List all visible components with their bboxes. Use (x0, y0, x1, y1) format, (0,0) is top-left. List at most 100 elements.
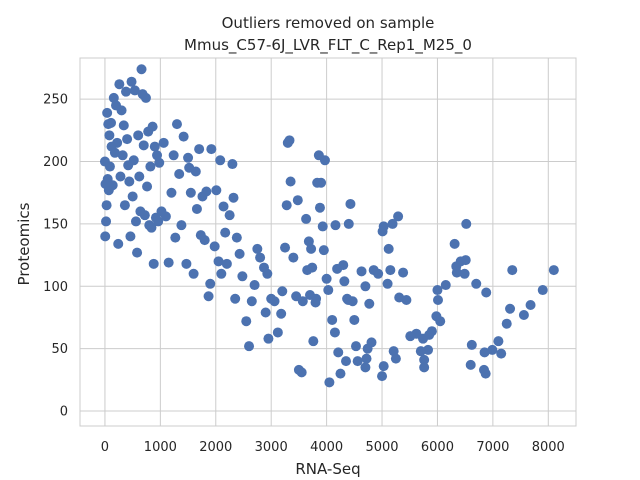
scatter-point (323, 285, 334, 296)
scatter-point (377, 371, 388, 382)
scatter-point (318, 245, 329, 256)
scatter-point (197, 191, 208, 202)
scatter-point (170, 232, 181, 243)
scatter-point (332, 263, 343, 274)
scatter-point (158, 137, 169, 148)
scatter-point (120, 86, 131, 97)
scatter-point (252, 243, 263, 254)
scatter-point (122, 134, 133, 145)
scatter-point (335, 368, 346, 379)
x-tick-labels: 0 1000 2000 3000 4000 5000 6000 7000 8000 (101, 440, 565, 455)
scatter-point (419, 362, 430, 373)
scatter-point (329, 327, 340, 338)
scatter-point (518, 309, 529, 320)
scatter-point (102, 107, 113, 118)
scatter-point (184, 162, 195, 173)
scatter-point (218, 201, 229, 212)
scatter-point (291, 291, 302, 302)
y-tick-label: 250 (43, 93, 68, 108)
chart-title-line-2: Mmus_C57-6J_LVR_FLT_C_Rep1_M25_0 (184, 36, 472, 55)
scatter-point (103, 119, 114, 130)
scatter-point (415, 346, 426, 357)
scatter-point (440, 280, 451, 291)
scatter-point (327, 314, 338, 325)
scatter-point (277, 286, 288, 297)
scatter-point (419, 354, 430, 365)
scatter-point (292, 195, 303, 206)
scatter-point (360, 281, 371, 292)
scatter-point (246, 296, 257, 307)
scatter-point (209, 241, 220, 252)
scatter-point (237, 271, 248, 282)
scatter-point (339, 276, 350, 287)
scatter-point (137, 89, 148, 100)
scatter-point (548, 265, 559, 276)
scatter-point (176, 220, 187, 231)
scatter-point (313, 150, 324, 161)
scatter-point (215, 155, 226, 166)
scatter-point (213, 256, 224, 267)
x-tick-label: 5000 (365, 440, 398, 455)
scatter-point (507, 265, 518, 276)
scatter-point (138, 140, 149, 151)
scatter-point (537, 285, 548, 296)
scatter-point (230, 293, 241, 304)
scatter-point (350, 341, 361, 352)
scatter-point (343, 218, 354, 229)
scatter-point (224, 210, 235, 221)
scatter-point (301, 213, 312, 224)
scatter-point (304, 290, 315, 301)
scatter-point (108, 92, 119, 103)
scatter-point (280, 242, 291, 253)
scatter-point (487, 344, 498, 355)
scatter-point (144, 220, 155, 231)
scatter-point (471, 278, 482, 289)
scatter-point (134, 171, 145, 182)
scatter-point (195, 230, 206, 241)
scatter-point (211, 185, 222, 196)
data-points (99, 64, 559, 388)
scatter-point (465, 359, 476, 370)
scatter-point (362, 343, 373, 354)
scatter-point (282, 137, 293, 148)
scatter-point (115, 171, 126, 182)
x-tick-label: 8000 (532, 440, 565, 455)
scatter-point (171, 119, 182, 130)
scatter-point (432, 285, 443, 296)
scatter-point (118, 120, 129, 131)
scatter-point (493, 336, 504, 347)
y-axis-label: Proteomics (15, 202, 33, 285)
plot-frame (79, 57, 577, 427)
scatter-point (356, 266, 367, 277)
x-tick-label: 3000 (255, 440, 288, 455)
scatter-point (303, 236, 314, 247)
scatter-point (461, 218, 472, 229)
scatter-point (394, 292, 405, 303)
scatter-point (451, 261, 462, 272)
scatter-point (231, 232, 242, 243)
scatter-point (385, 265, 396, 276)
scatter-point (125, 231, 136, 242)
scatter-point (149, 141, 160, 152)
scatter-point (101, 216, 112, 227)
scatter-point (249, 280, 260, 291)
scatter-point (281, 200, 292, 211)
y-tick-labels: 0 50 100 150 200 250 (43, 93, 68, 420)
scatter-point (188, 268, 199, 279)
scatter-point (127, 191, 138, 202)
scatter-point (272, 327, 283, 338)
scatter-point (276, 308, 287, 319)
scatter-point (104, 130, 115, 141)
scatter-point (525, 299, 536, 310)
scatter-point (227, 159, 238, 170)
scatter-point (388, 346, 399, 357)
scatter-point (382, 278, 393, 289)
scatter-point (393, 211, 404, 222)
scatter-point (312, 177, 323, 188)
scatter-point (100, 231, 111, 242)
x-tick-label: 6000 (421, 440, 454, 455)
scatter-point (308, 336, 319, 347)
scatter-point (244, 341, 255, 352)
scatter-point (364, 298, 375, 309)
